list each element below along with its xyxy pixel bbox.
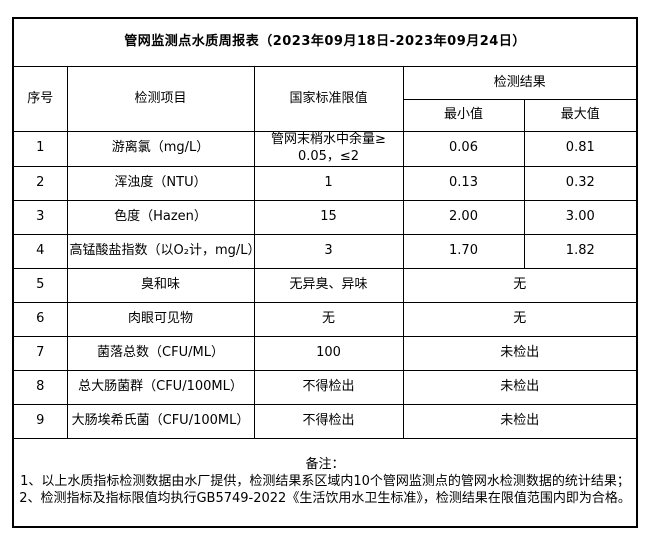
cell-no: 9 [12, 403, 68, 439]
note-line-2: 2、检测指标及指标限值均执行GB5749-2022《生活饮用水卫生标准》，检测结… [19, 490, 631, 506]
notes-section: 备注： 1、以上水质指标检测数据由水厂提供，检测结果系区域内10个管网监测点的管… [12, 437, 638, 528]
cell-min: 0.06 [402, 131, 525, 167]
cell-result-merged: 未检出 [402, 403, 638, 439]
table-row: 4 高锰酸盐指数（以O₂计，mg/L） 3 1.70 1.82 [12, 233, 638, 269]
cell-item: 游离氯（mg/L） [66, 131, 255, 167]
table-row: 3 色度（Hazen） 15 2.00 3.00 [12, 199, 638, 235]
col-header-limit: 国家标准限值 [253, 66, 404, 132]
cell-item: 高锰酸盐指数（以O₂计，mg/L） [66, 233, 255, 269]
col-header-result-group: 检测结果 [402, 66, 638, 100]
cell-item: 浑浊度（NTU） [66, 165, 255, 201]
cell-min: 0.13 [402, 165, 525, 201]
cell-max: 1.82 [523, 233, 638, 269]
col-header-min: 最小值 [402, 99, 525, 132]
cell-item: 总大肠菌群（CFU/100ML） [66, 369, 255, 405]
cell-limit: 不得检出 [253, 369, 404, 405]
water-quality-weekly-table: 管网监测点水质周报表（2023年09月18日-2023年09月24日） 序号 检… [12, 17, 639, 528]
cell-item: 肉眼可见物 [66, 301, 255, 337]
table-row: 2 浑浊度（NTU） 1 0.13 0.32 [12, 165, 638, 201]
cell-limit: 1 [253, 165, 404, 201]
cell-max: 0.81 [523, 131, 638, 167]
cell-no: 6 [12, 301, 68, 337]
cell-no: 8 [12, 369, 68, 405]
cell-no: 3 [12, 199, 68, 235]
col-header-no: 序号 [12, 66, 68, 132]
table-row: 8 总大肠菌群（CFU/100ML） 不得检出 未检出 [12, 369, 638, 405]
table-title: 管网监测点水质周报表（2023年09月18日-2023年09月24日） [12, 17, 638, 67]
cell-no: 4 [12, 233, 68, 269]
table-row: 9 大肠埃希氏菌（CFU/100ML） 不得检出 未检出 [12, 403, 638, 439]
cell-result-merged: 无 [402, 301, 638, 337]
header-row-top: 序号 检测项目 国家标准限值 检测结果 [12, 66, 638, 132]
cell-item: 色度（Hazen） [66, 199, 255, 235]
cell-result-merged: 无 [402, 267, 638, 303]
col-header-max: 最大值 [523, 99, 638, 132]
cell-item: 臭和味 [66, 267, 255, 303]
cell-result-merged: 未检出 [402, 335, 638, 371]
cell-item: 大肠埃希氏菌（CFU/100ML） [66, 403, 255, 439]
cell-max: 0.32 [523, 165, 638, 201]
col-header-item: 检测项目 [66, 66, 255, 132]
cell-limit: 3 [253, 233, 404, 269]
cell-item: 菌落总数（CFU/ML） [66, 335, 255, 371]
cell-limit: 15 [253, 199, 404, 235]
cell-no: 2 [12, 165, 68, 201]
cell-limit: 不得检出 [253, 403, 404, 439]
title-row: 管网监测点水质周报表（2023年09月18日-2023年09月24日） [12, 17, 638, 67]
table-row: 1 游离氯（mg/L） 管网末梢水中余量≥ 0.05，≤2 0.06 0.81 [12, 131, 638, 167]
note-line-1: 1、以上水质指标检测数据由水厂提供，检测结果系区域内10个管网监测点的管网水检测… [20, 473, 630, 489]
cell-result-merged: 未检出 [402, 369, 638, 405]
table-row: 7 菌落总数（CFU/ML） 100 未检出 [12, 335, 638, 371]
cell-limit: 无异臭、异味 [253, 267, 404, 303]
cell-no: 5 [12, 267, 68, 303]
cell-limit: 无 [253, 301, 404, 337]
cell-min: 2.00 [402, 199, 525, 235]
table-row: 6 肉眼可见物 无 无 [12, 301, 638, 337]
cell-limit: 100 [253, 335, 404, 371]
cell-no: 7 [12, 335, 68, 371]
cell-min: 1.70 [402, 233, 525, 269]
table-row: 5 臭和味 无异臭、异味 无 [12, 267, 638, 303]
cell-no: 1 [12, 131, 68, 167]
notes-label: 备注： [305, 456, 345, 472]
cell-max: 3.00 [523, 199, 638, 235]
cell-limit: 管网末梢水中余量≥ 0.05，≤2 [253, 131, 404, 167]
header-row-bottom: 最小值 最大值 [13, 99, 638, 132]
notes-row: 备注： 1、以上水质指标检测数据由水厂提供，检测结果系区域内10个管网监测点的管… [12, 437, 638, 528]
